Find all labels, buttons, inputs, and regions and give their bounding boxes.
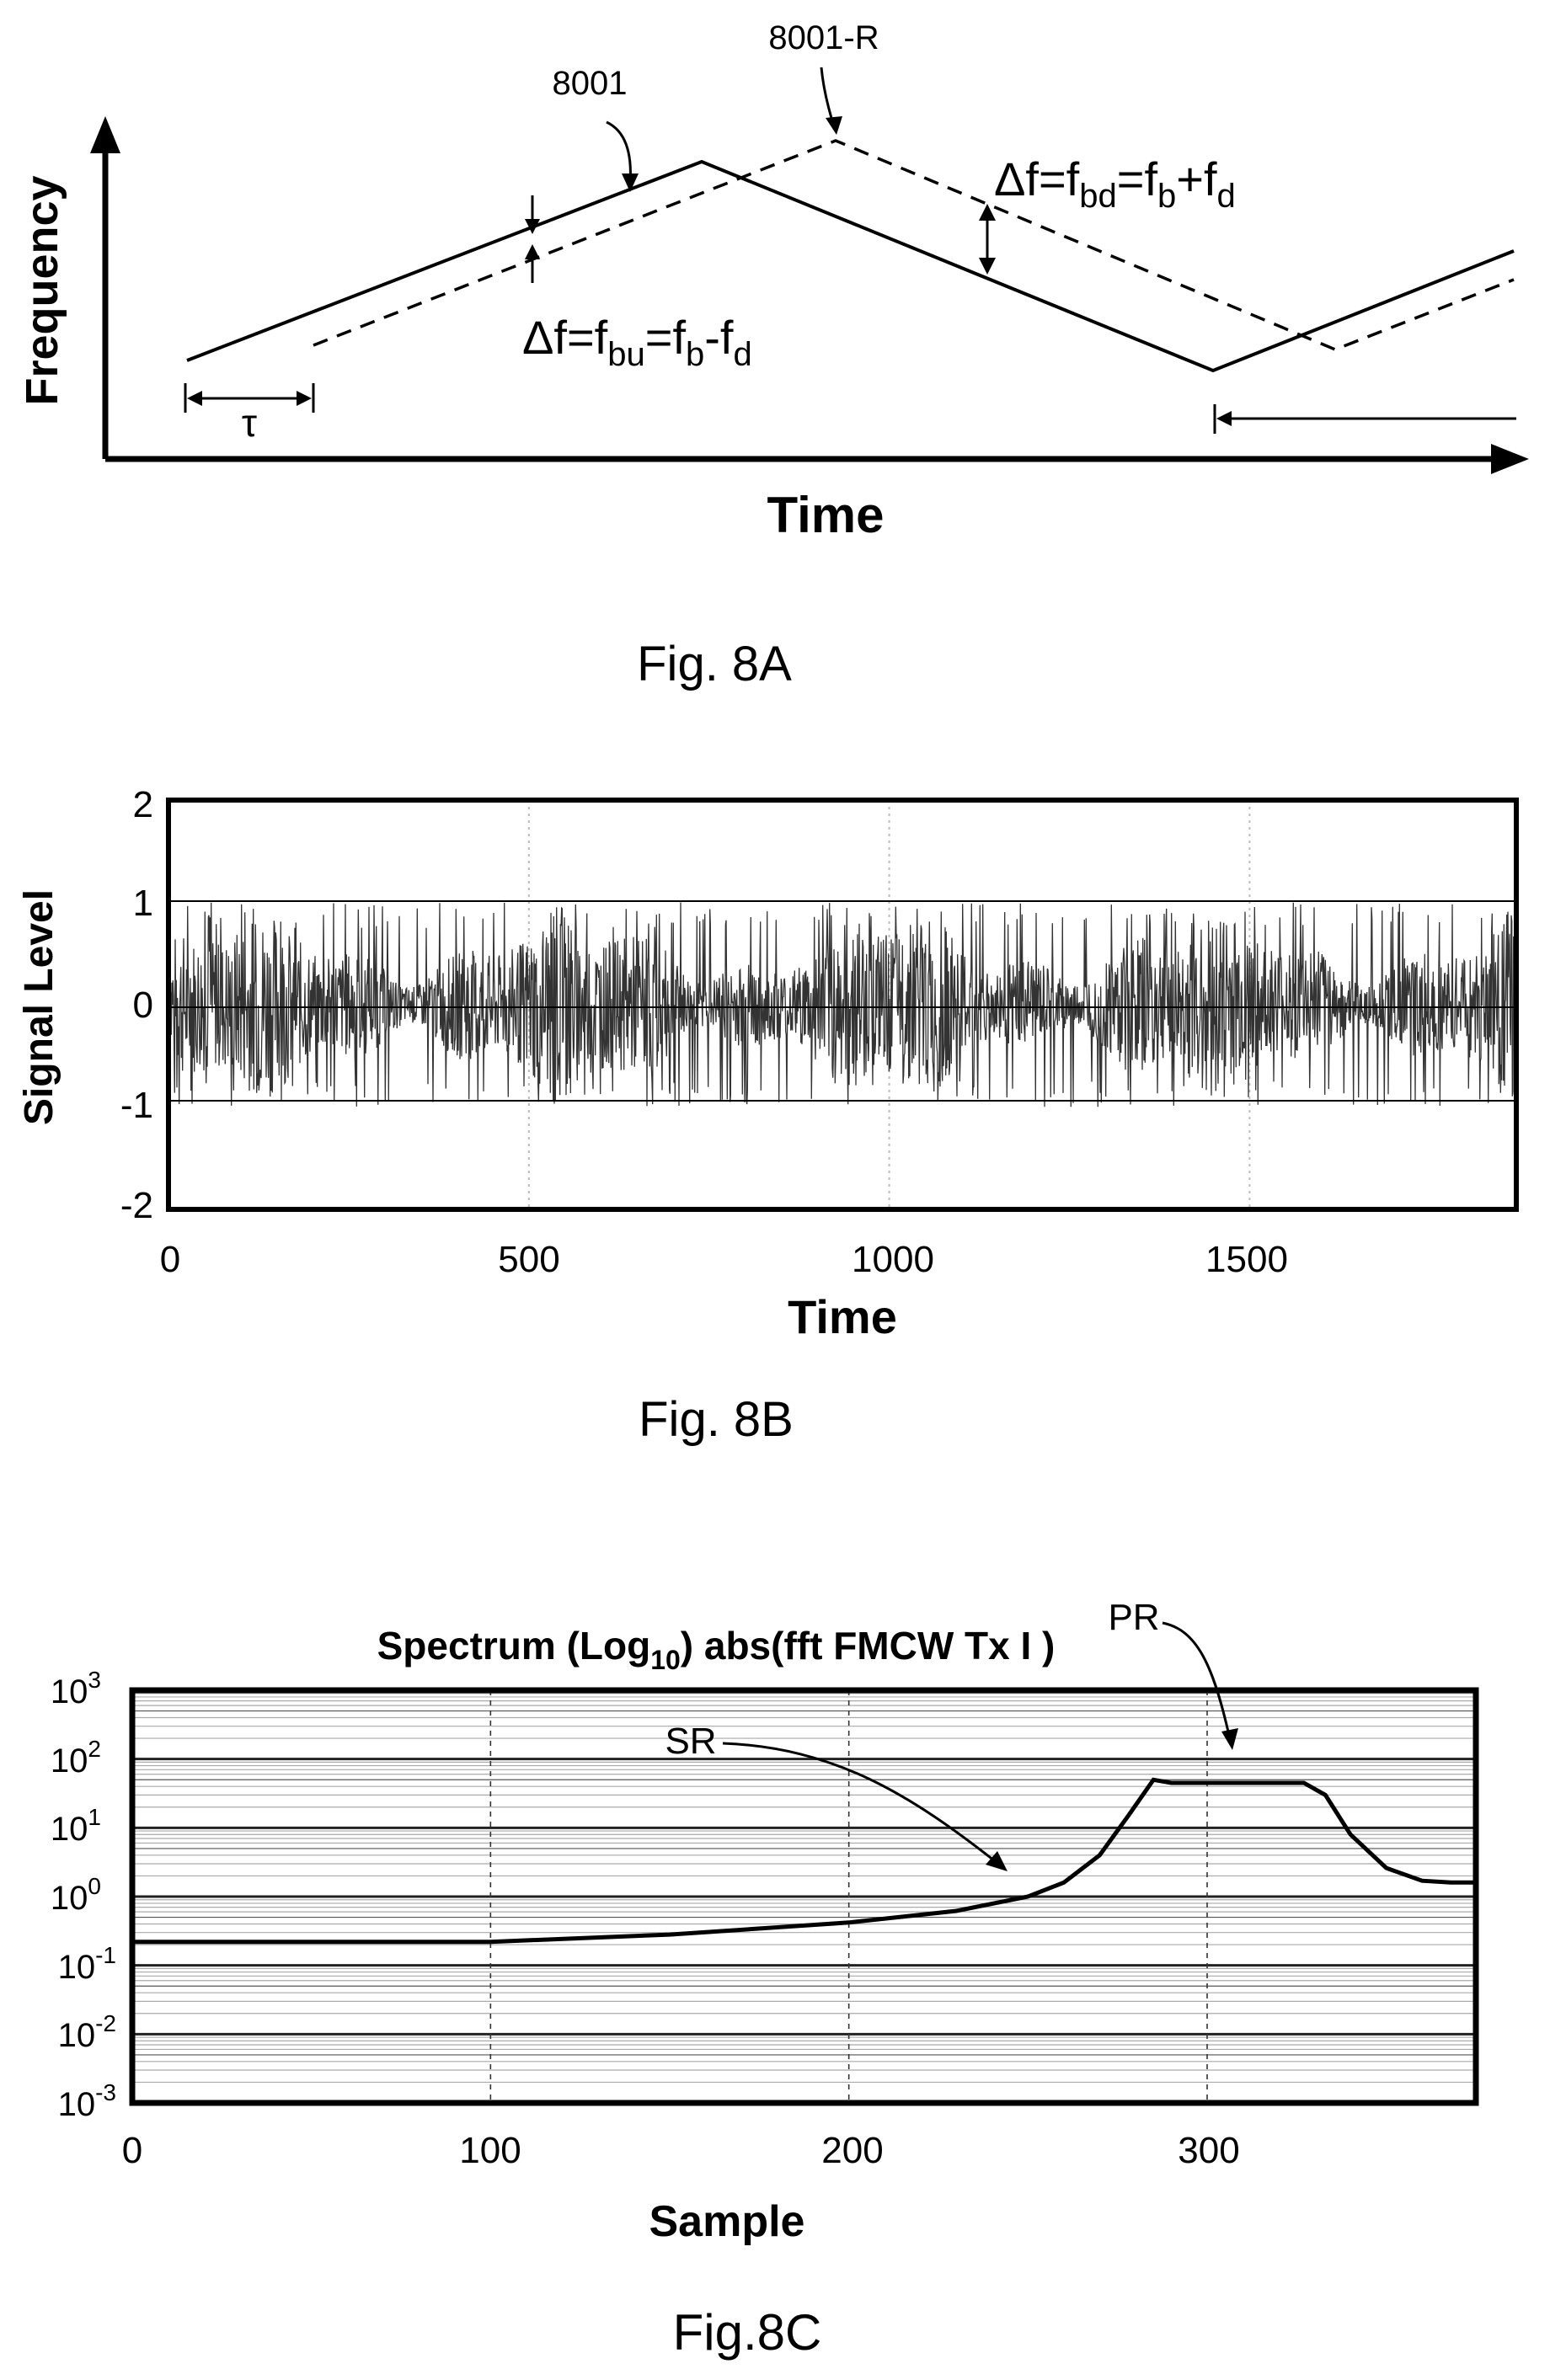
fig8a-x-axis-arrowhead <box>1491 444 1529 474</box>
fig8c-yticks: 103 102 101 100 10-1 10-2 10-3 <box>51 1667 116 2123</box>
fig8b-signal-path <box>168 902 1517 1107</box>
fig8c-annotation-pr: PR <box>1108 1597 1159 1638</box>
fig8b-ytick: 0 <box>133 985 153 1026</box>
fig8a-tx-ramp-8001 <box>186 159 1515 373</box>
fig8c-ytick: 10-3 <box>58 2079 116 2123</box>
fig8a-tau-label: τ <box>242 401 257 445</box>
fig8c-gridlines <box>132 1690 1476 2105</box>
fig8b-xtick: 0 <box>160 1239 180 1280</box>
fig8a-leader-8001-R-arrowhead <box>826 116 842 135</box>
fig8c-xtick: 0 <box>122 2130 142 2171</box>
fig8c-pr-leader <box>1162 1621 1232 1740</box>
fig8c-title: Spectrum (Log10) abs(fft FMCW Tx I ) <box>377 1624 1056 1675</box>
fig8b-ytick: -2 <box>120 1185 153 1226</box>
fig-8b: 2 1 0 -1 -2 0 500 1000 1500 Signal Level… <box>17 784 1519 1447</box>
fig8a-down-marker-arrowhead-down <box>979 258 996 275</box>
fig8c-pr-leader-arrowhead <box>1221 1728 1238 1750</box>
fig8c-ytick: 100 <box>51 1873 101 1917</box>
fig8a-xlabel: Time <box>767 487 885 543</box>
fig8a-up-marker-bottom-arrowhead <box>525 244 540 259</box>
fig8a-tau-arrowhead-left <box>187 391 202 406</box>
fig8a-label-8001: 8001 <box>553 65 628 102</box>
fig-8c: Spectrum (Log10) abs(fft FMCW Tx I ) 103… <box>51 1597 1479 2361</box>
fig8c-plot-frame <box>129 1687 1479 2106</box>
fig8c-xlabel: Sample <box>649 2197 805 2246</box>
fig8b-xtick: 1000 <box>852 1239 934 1280</box>
fig-8a: Frequency Time 8001 8001-R Δf=fbu=fb-fd … <box>17 19 1529 691</box>
fig8c-caption: Fig.8C <box>673 2304 822 2361</box>
fig8c-ytick: 101 <box>51 1804 101 1848</box>
fig8a-label-8001-R: 8001-R <box>768 19 879 56</box>
fig8c-sr-leader-arrowhead <box>986 1851 1008 1871</box>
fig8a-down-marker-arrowhead-up <box>979 204 996 221</box>
fig8a-ylabel: Frequency <box>17 175 67 405</box>
fig8a-up-marker-top-arrowhead <box>525 219 540 234</box>
fig8a-down-equation: Δf=fbd=fb+fd <box>994 152 1236 215</box>
fig8c-ytick: 10-2 <box>58 2010 116 2054</box>
fig8b-ylabel: Signal Level <box>17 889 61 1125</box>
fig8c-xtick: 200 <box>821 2130 883 2171</box>
fig8a-rx-ramp-8001-R <box>313 139 1515 351</box>
fig8c-annotation-sr: SR <box>665 1721 716 1762</box>
fig8a-tau-arrowhead-right <box>297 391 312 406</box>
fig8c-ytick: 10-1 <box>58 1942 116 1986</box>
fig8c-sr-leader <box>722 1742 999 1865</box>
fig8c-xtick: 100 <box>459 2130 521 2171</box>
fig8b-caption: Fig. 8B <box>639 1392 794 1447</box>
fig8a-period-arrowhead <box>1216 411 1232 426</box>
fig8b-ytick: 2 <box>133 784 153 825</box>
fig8c-xtick: 300 <box>1178 2130 1239 2171</box>
fig8b-ytick: -1 <box>120 1085 153 1126</box>
fig8c-ytick: 103 <box>51 1667 101 1710</box>
fig8a-up-equation: Δf=fbu=fb-fd <box>522 311 752 373</box>
fig8b-ytick: 1 <box>133 883 153 924</box>
fig8b-xtick: 500 <box>498 1239 559 1280</box>
fig8a-caption: Fig. 8A <box>637 637 792 691</box>
fig8c-ytick: 102 <box>51 1736 101 1780</box>
fig8b-plot-frame <box>166 798 1519 1212</box>
fig8a-y-axis-arrowhead <box>90 116 120 153</box>
fig8a-leader-8001-arrowhead <box>622 173 639 192</box>
fig8c-spectrum-curve <box>132 1777 1476 1945</box>
fig8b-xlabel: Time <box>788 1290 897 1343</box>
fig8b-signal-trace <box>168 902 1517 1107</box>
fig8b-xtick: 1500 <box>1205 1239 1288 1280</box>
